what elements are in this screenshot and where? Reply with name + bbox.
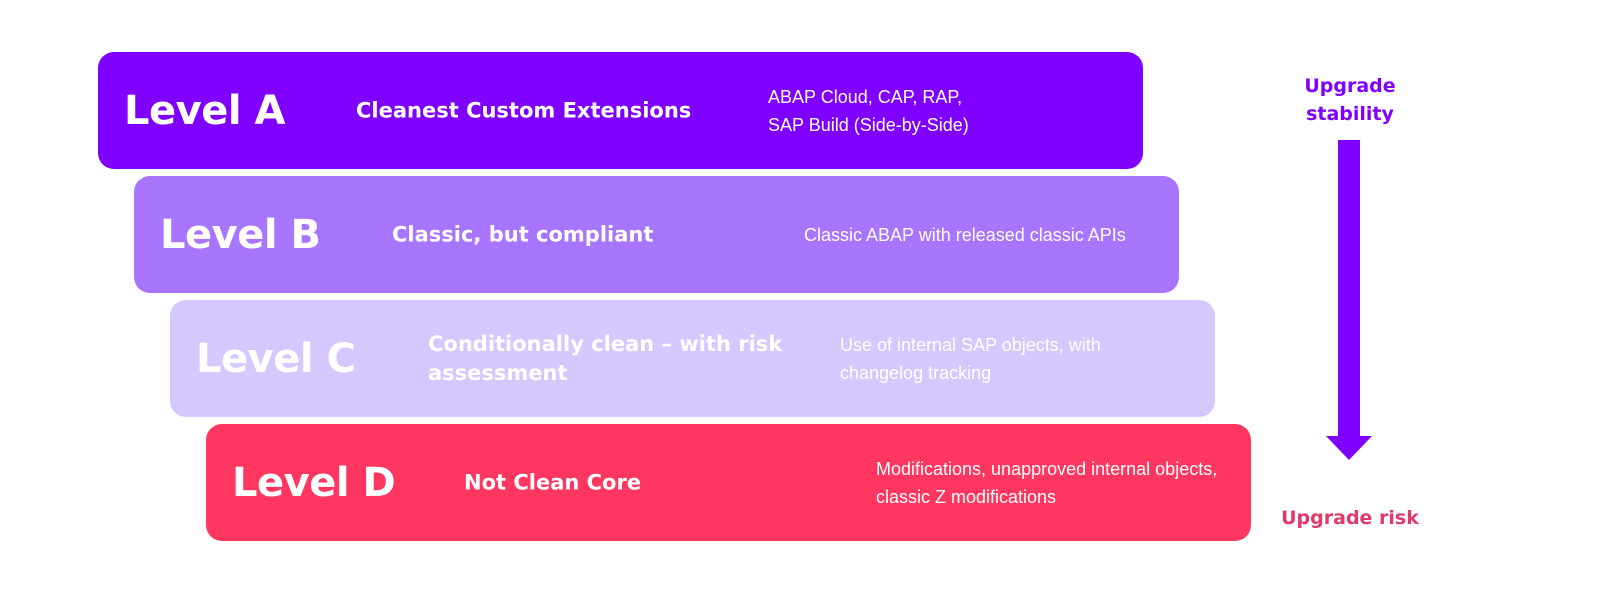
level-a-description: Cleanest Custom Extensions <box>356 98 692 122</box>
level-a-detail: ABAP Cloud, CAP, RAP, SAP Build (Side-by… <box>768 86 969 135</box>
level-d-detail: Modifications, unapproved internal objec… <box>876 458 1218 507</box>
level-d-bar: Level D Not Clean Core Modifications, un… <box>206 424 1251 541</box>
level-c-description: Conditionally clean – with risk assessme… <box>428 331 783 385</box>
level-d-description: Not Clean Core <box>464 470 642 494</box>
arrow-shaft <box>1338 140 1360 437</box>
level-c-name: Level C <box>196 335 356 382</box>
arrow-down-icon <box>1326 140 1372 460</box>
level-c-detail: Use of internal SAP objects, with change… <box>840 334 1101 383</box>
level-d-name: Level D <box>232 459 396 506</box>
level-c-bar: Level C Conditionally clean – with risk … <box>170 300 1215 417</box>
upgrade-stability-label: Upgrade stability <box>1304 75 1396 125</box>
level-a-bar: Level A Cleanest Custom Extensions ABAP … <box>98 52 1143 169</box>
upgrade-risk-label: Upgrade risk <box>1281 507 1419 529</box>
level-b-bar: Level B Classic, but compliant Classic A… <box>134 176 1179 293</box>
level-a-name: Level A <box>124 87 285 134</box>
level-b-name: Level B <box>160 211 321 258</box>
level-b-detail: Classic ABAP with released classic APIs <box>804 224 1126 245</box>
arrow-head <box>1326 436 1372 460</box>
level-b-description: Classic, but compliant <box>392 222 654 246</box>
